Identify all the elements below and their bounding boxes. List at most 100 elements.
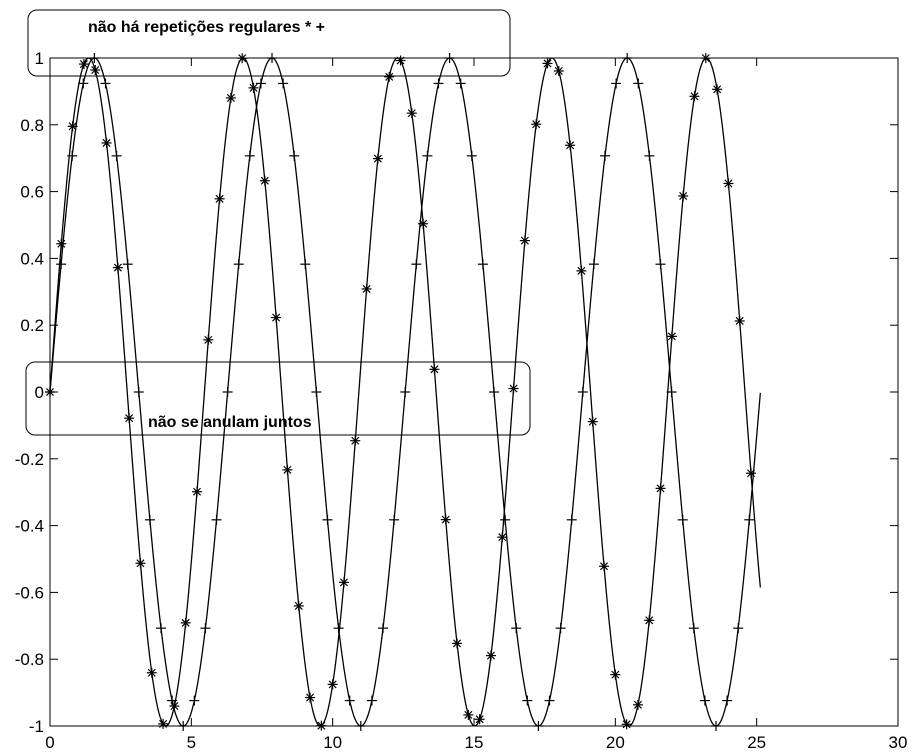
series-1-point bbox=[225, 92, 236, 103]
series-1-point bbox=[169, 701, 180, 712]
series-0-point bbox=[267, 53, 278, 63]
series-0-point bbox=[344, 695, 355, 706]
series-1-point bbox=[78, 59, 89, 70]
series-0-point bbox=[67, 150, 78, 161]
series-1-point bbox=[361, 283, 372, 294]
series-1-point bbox=[90, 65, 101, 76]
y-tick-label: 1 bbox=[35, 49, 44, 68]
series-1-point bbox=[406, 108, 417, 119]
series-1-line bbox=[49, 57, 761, 727]
series-0-point bbox=[133, 387, 144, 398]
series-0-point bbox=[156, 623, 167, 634]
y-tick-label: -1 bbox=[29, 717, 44, 736]
series-0-point bbox=[222, 386, 233, 397]
series-0-point bbox=[289, 150, 300, 161]
series-1-point bbox=[384, 71, 395, 82]
series-0-point bbox=[477, 259, 488, 270]
y-tick-label: 0.2 bbox=[20, 316, 44, 335]
series-1-point bbox=[214, 193, 225, 204]
series-1-point bbox=[712, 84, 723, 95]
series-0-point bbox=[78, 78, 89, 89]
series-0-point bbox=[588, 259, 599, 270]
series-1-point bbox=[180, 617, 191, 628]
series-0-point bbox=[355, 721, 366, 731]
series-0-point bbox=[189, 695, 200, 706]
series-1-point bbox=[101, 137, 112, 148]
series-0-point bbox=[622, 53, 633, 63]
series-1-point bbox=[632, 699, 643, 710]
series-1-point bbox=[485, 650, 496, 661]
series-0-point bbox=[733, 623, 744, 634]
series-1-point bbox=[418, 218, 429, 229]
series-0-point bbox=[378, 623, 389, 634]
series-1-point bbox=[644, 615, 655, 626]
y-tick-label: 0.4 bbox=[20, 249, 44, 268]
annotation-box-top bbox=[27, 9, 511, 77]
axis-tick-labels: 0 5 10 15 20 25 30 -1 -0.8 -0.6 -0.4 -0.2 0 0.2 0.4 0.6… bbox=[15, 49, 908, 752]
x-tick-label: 10 bbox=[323, 733, 342, 752]
series-0-point bbox=[511, 623, 522, 634]
x-tick-label: 30 bbox=[889, 733, 908, 752]
annotation-top: não há repetições regulares * + bbox=[88, 19, 325, 36]
x-tick-label: 25 bbox=[747, 733, 766, 752]
series-1-point bbox=[124, 413, 135, 424]
series-1-point bbox=[158, 718, 169, 729]
series-0-point bbox=[633, 78, 644, 89]
series-0-point bbox=[100, 78, 111, 89]
series-1-point bbox=[542, 58, 553, 69]
series-0-point bbox=[544, 695, 555, 706]
series-0-point bbox=[711, 721, 722, 731]
series-1-point bbox=[587, 416, 598, 427]
series-1-point bbox=[395, 55, 406, 66]
series-1-point bbox=[316, 720, 327, 731]
series-1-point bbox=[519, 235, 530, 246]
series-0-point bbox=[322, 514, 333, 525]
series-1-point bbox=[565, 140, 576, 151]
series-0-point bbox=[577, 386, 588, 397]
series-1-point bbox=[248, 82, 259, 93]
series-1-point bbox=[610, 669, 621, 680]
series-1-point bbox=[191, 486, 202, 497]
series-1-point bbox=[463, 709, 474, 720]
series-0-point bbox=[555, 623, 566, 634]
series-0-point bbox=[722, 695, 733, 706]
series-markers bbox=[45, 53, 757, 731]
series-0-point bbox=[366, 695, 377, 706]
x-tick-label: 15 bbox=[465, 733, 484, 752]
x-tick-label: 5 bbox=[187, 733, 196, 752]
series-1-point bbox=[689, 91, 700, 102]
series-0-point bbox=[56, 259, 67, 270]
series-1-point bbox=[746, 468, 757, 479]
series-1-point bbox=[112, 262, 123, 273]
series-0-point bbox=[411, 259, 422, 270]
series-0-point bbox=[278, 78, 289, 89]
series-1-point bbox=[350, 435, 361, 446]
series-0-point bbox=[233, 259, 244, 270]
series-0-point bbox=[122, 259, 133, 270]
series-0-point bbox=[200, 623, 211, 634]
series-0-point bbox=[311, 387, 322, 398]
series-0-point bbox=[244, 150, 255, 161]
y-tick-label: -0.4 bbox=[15, 517, 44, 536]
series-0-point bbox=[644, 150, 655, 161]
series-1-point bbox=[700, 53, 711, 64]
y-tick-label: -0.2 bbox=[15, 450, 44, 469]
series-0-point bbox=[466, 150, 477, 161]
series-1-point bbox=[372, 153, 383, 164]
series-0-point bbox=[455, 78, 466, 89]
x-tick-label: 0 bbox=[45, 733, 54, 752]
series-1-point bbox=[135, 558, 146, 569]
series-0-point bbox=[533, 721, 544, 731]
series-1-point bbox=[259, 175, 270, 186]
series-1-point bbox=[576, 265, 587, 276]
series-0-point bbox=[333, 623, 344, 634]
series-1-point bbox=[338, 577, 349, 588]
series-0-point bbox=[522, 695, 533, 706]
series-0-point bbox=[211, 514, 222, 525]
series-1-point bbox=[146, 667, 157, 678]
series-1-point bbox=[599, 561, 610, 572]
series-1-point bbox=[452, 638, 463, 649]
series-0-point bbox=[489, 387, 500, 398]
y-tick-label: 0.6 bbox=[20, 183, 44, 202]
series-1-point bbox=[237, 53, 248, 64]
